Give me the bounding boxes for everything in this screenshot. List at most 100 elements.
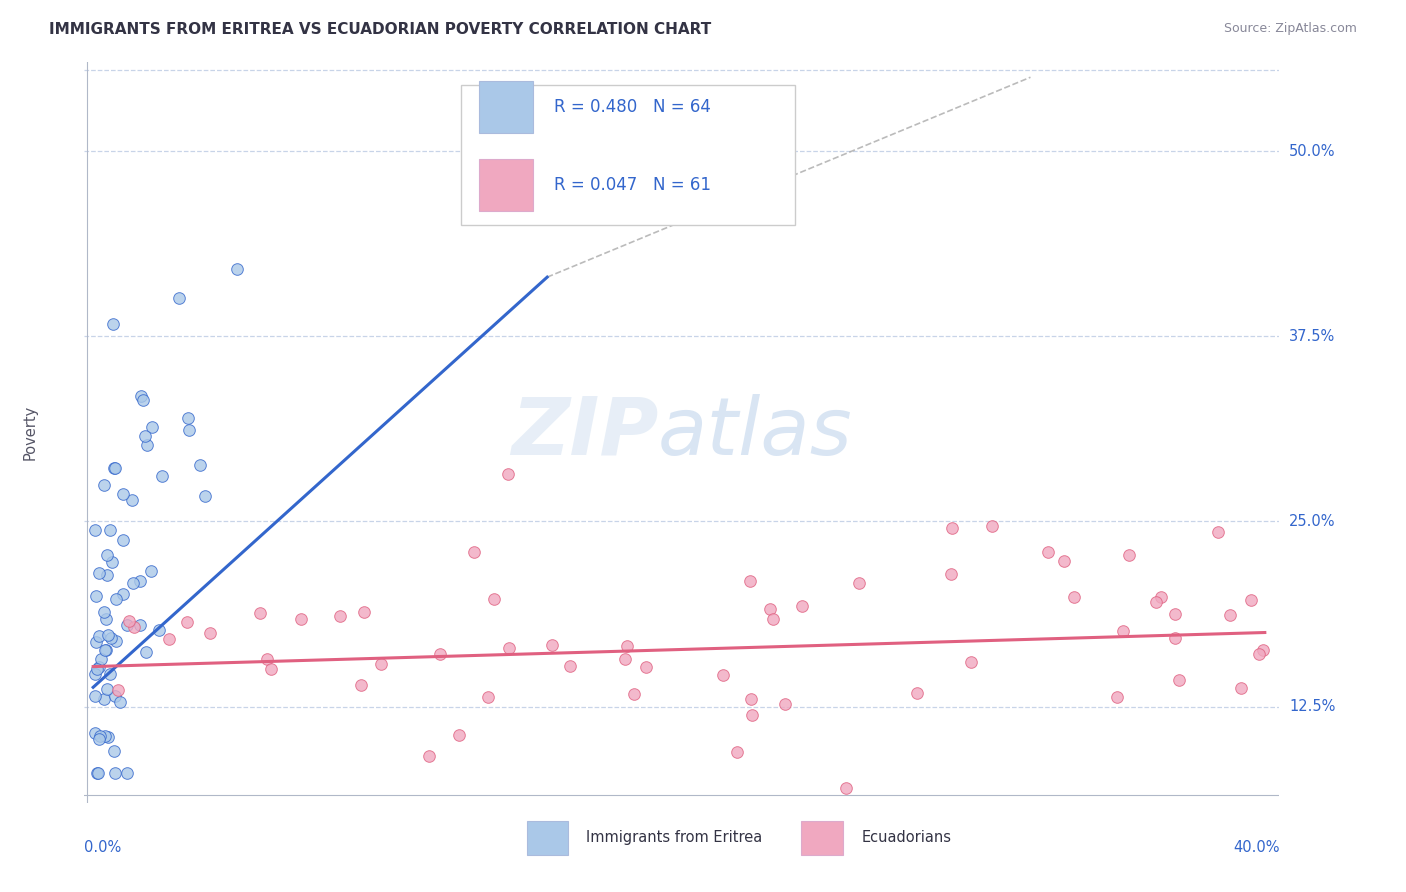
Point [84,589,107,603]
Text: 25.0%: 25.0% [1289,514,1336,529]
Point [167,291,190,305]
Point [1219,607,1241,622]
Point [129,617,152,632]
Point [1240,593,1263,607]
Point [115,618,138,632]
Point [1118,548,1140,562]
Point [941,521,963,535]
Point [89,730,111,744]
Point [1038,545,1060,559]
Point [634,660,657,674]
Point [150,468,173,483]
Point [100,555,122,569]
Point [198,625,221,640]
Point [1206,525,1229,540]
Point [498,467,520,481]
Text: IMMIGRANTS FROM ERITREA VS ECUADORIAN POVERTY CORRELATION CHART: IMMIGRANTS FROM ERITREA VS ECUADORIAN PO… [49,22,711,37]
Point [905,686,928,700]
Point [122,620,145,634]
Point [93,642,115,657]
Point [256,652,278,666]
Point [87,731,110,746]
Point [177,423,200,437]
Text: atlas: atlas [658,393,853,472]
Point [835,780,858,795]
Point [616,639,638,653]
Point [225,262,247,277]
Point [560,658,582,673]
Point [86,766,108,780]
Point [370,657,392,671]
Point [129,389,152,403]
Point [134,429,156,443]
Point [94,642,117,657]
Point [711,668,734,682]
Point [939,567,962,582]
Point [1112,624,1135,638]
FancyBboxPatch shape [801,822,844,855]
FancyBboxPatch shape [479,159,533,211]
Point [1230,681,1253,695]
Point [773,697,796,711]
Point [790,599,813,614]
Point [104,766,127,780]
Point [329,608,352,623]
Point [762,612,785,626]
Point [104,461,127,475]
Point [96,568,118,582]
Point [141,564,163,578]
Point [177,410,200,425]
Text: Immigrants from Eritrea: Immigrants from Eritrea [586,830,762,846]
Point [96,548,118,562]
Text: 37.5%: 37.5% [1289,329,1336,344]
Text: 12.5%: 12.5% [1289,699,1336,714]
Point [1105,690,1128,704]
Point [1247,648,1270,662]
Point [141,419,163,434]
Point [84,689,107,703]
Point [86,662,108,676]
Point [429,647,451,661]
Point [84,667,107,681]
Point [194,489,217,503]
Point [741,708,763,723]
Point [541,638,564,652]
Point [176,615,198,629]
Text: ZIP: ZIP [510,393,658,472]
Point [128,574,150,589]
Point [249,606,271,620]
Point [1053,554,1076,568]
Point [959,655,981,669]
FancyBboxPatch shape [461,85,796,226]
Point [449,728,471,742]
Point [97,628,120,642]
Point [848,576,870,591]
Point [613,652,636,666]
Point [84,634,107,648]
Point [1167,673,1189,687]
Point [759,602,782,616]
Text: 50.0%: 50.0% [1289,144,1336,159]
Text: R = 0.047   N = 61: R = 0.047 N = 61 [554,176,711,194]
Point [498,640,520,655]
Point [1164,607,1187,621]
Point [104,634,127,648]
Point [188,458,211,473]
Point [84,523,107,537]
Point [89,652,111,666]
Point [101,317,124,331]
Point [100,631,122,645]
Point [111,587,134,601]
Point [93,478,115,492]
Text: Source: ZipAtlas.com: Source: ZipAtlas.com [1223,22,1357,36]
Point [725,745,748,759]
Point [89,629,111,643]
Point [738,574,761,588]
Point [121,493,143,508]
Point [108,695,131,709]
Point [148,624,170,638]
Point [740,691,762,706]
Point [100,524,122,538]
Point [463,545,485,559]
Point [104,689,127,703]
